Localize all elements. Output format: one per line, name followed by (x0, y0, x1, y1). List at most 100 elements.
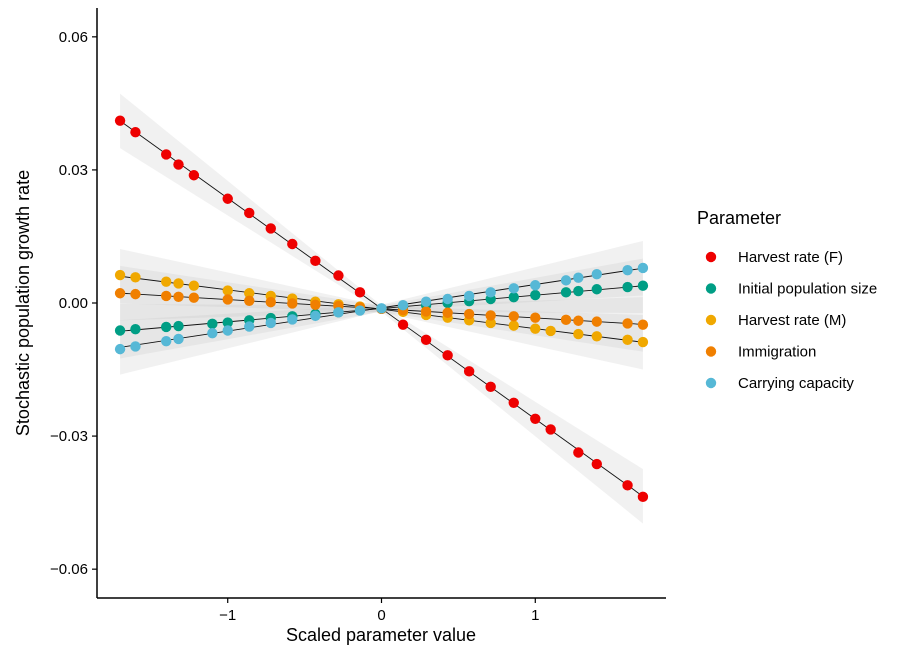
data-point (130, 323, 141, 335)
data-points (114, 115, 649, 503)
y-axis-ticks: −0.06 −0.03 0.00 0.03 0.06 (50, 29, 97, 578)
data-point (508, 283, 519, 294)
data-point (442, 350, 453, 361)
data-point (188, 280, 200, 291)
data-point (310, 310, 321, 322)
data-point (397, 319, 409, 330)
data-point (560, 287, 572, 298)
data-point (463, 308, 475, 320)
legend: Parameter Harvest rate (F) Initial popula… (697, 208, 877, 392)
data-point (173, 159, 184, 170)
data-point (287, 298, 298, 309)
data-point (354, 305, 366, 316)
data-point (244, 207, 255, 219)
data-point (573, 328, 584, 340)
data-point (376, 303, 387, 314)
data-point (333, 270, 344, 281)
data-point (530, 289, 541, 301)
data-point (161, 276, 172, 287)
data-point (114, 343, 126, 355)
data-point (560, 275, 572, 286)
data-point (287, 238, 298, 250)
data-point (222, 285, 233, 296)
data-point (114, 325, 126, 336)
data-point (161, 321, 172, 333)
legend-label: Harvest rate (F) (738, 249, 843, 266)
data-point (130, 127, 141, 138)
data-point (591, 268, 602, 280)
x-tick-label: −1 (219, 607, 236, 624)
data-point (354, 287, 366, 298)
data-point (244, 288, 255, 299)
data-point (622, 281, 633, 293)
data-point (442, 307, 453, 318)
data-point (637, 280, 649, 291)
y-tick-label: 0.06 (59, 29, 88, 46)
data-point (637, 491, 649, 503)
data-point (310, 255, 321, 267)
data-point (591, 316, 602, 327)
data-point (485, 310, 496, 321)
data-point (637, 336, 649, 348)
data-point (637, 319, 649, 330)
data-point (207, 327, 218, 339)
data-point (222, 317, 233, 328)
legend-swatch (705, 346, 717, 357)
data-point (622, 264, 633, 276)
data-point (244, 321, 255, 332)
data-point (114, 288, 126, 299)
data-point (637, 262, 649, 274)
legend-label: Harvest rate (M) (738, 312, 846, 329)
data-point (161, 335, 172, 347)
data-point (173, 278, 184, 289)
data-point (333, 307, 344, 318)
data-point (573, 315, 584, 326)
data-point (530, 312, 541, 323)
legend-label: Immigration (738, 344, 816, 361)
data-point (591, 458, 602, 470)
data-point (573, 285, 584, 297)
data-point (222, 193, 233, 204)
data-point (622, 480, 633, 491)
legend-swatch (705, 314, 717, 326)
data-point (573, 272, 584, 283)
data-point (222, 294, 233, 305)
data-point (173, 333, 184, 345)
legend-swatch (705, 377, 717, 389)
legend-items: Harvest rate (F) Initial population size H… (705, 249, 877, 392)
data-point (622, 334, 633, 346)
data-point (207, 318, 218, 330)
data-point (530, 323, 541, 334)
data-point (485, 381, 496, 393)
data-point (173, 320, 184, 332)
legend-label: Carrying capacity (738, 375, 854, 392)
y-tick-label: −0.03 (50, 428, 88, 445)
data-point (420, 296, 432, 307)
data-point (130, 288, 141, 300)
legend-title: Parameter (697, 208, 781, 228)
data-point (485, 287, 496, 298)
data-point (114, 115, 126, 126)
data-point (310, 299, 321, 310)
data-point (244, 295, 255, 306)
data-point (545, 424, 556, 435)
data-point (463, 290, 475, 302)
data-point (622, 318, 633, 329)
legend-label: Initial population size (738, 281, 877, 298)
y-axis-title: Stochastic population growth rate (13, 170, 33, 436)
data-point (265, 223, 276, 234)
data-point (188, 292, 200, 303)
x-tick-label: 1 (531, 607, 539, 624)
data-point (485, 317, 496, 329)
data-point (508, 320, 519, 331)
legend-swatch (705, 283, 717, 294)
data-point (420, 306, 432, 317)
data-point (173, 291, 184, 302)
data-point (591, 284, 602, 295)
data-point (188, 170, 200, 181)
data-point (287, 314, 298, 325)
y-tick-label: 0.00 (59, 295, 88, 312)
data-point (222, 325, 233, 336)
